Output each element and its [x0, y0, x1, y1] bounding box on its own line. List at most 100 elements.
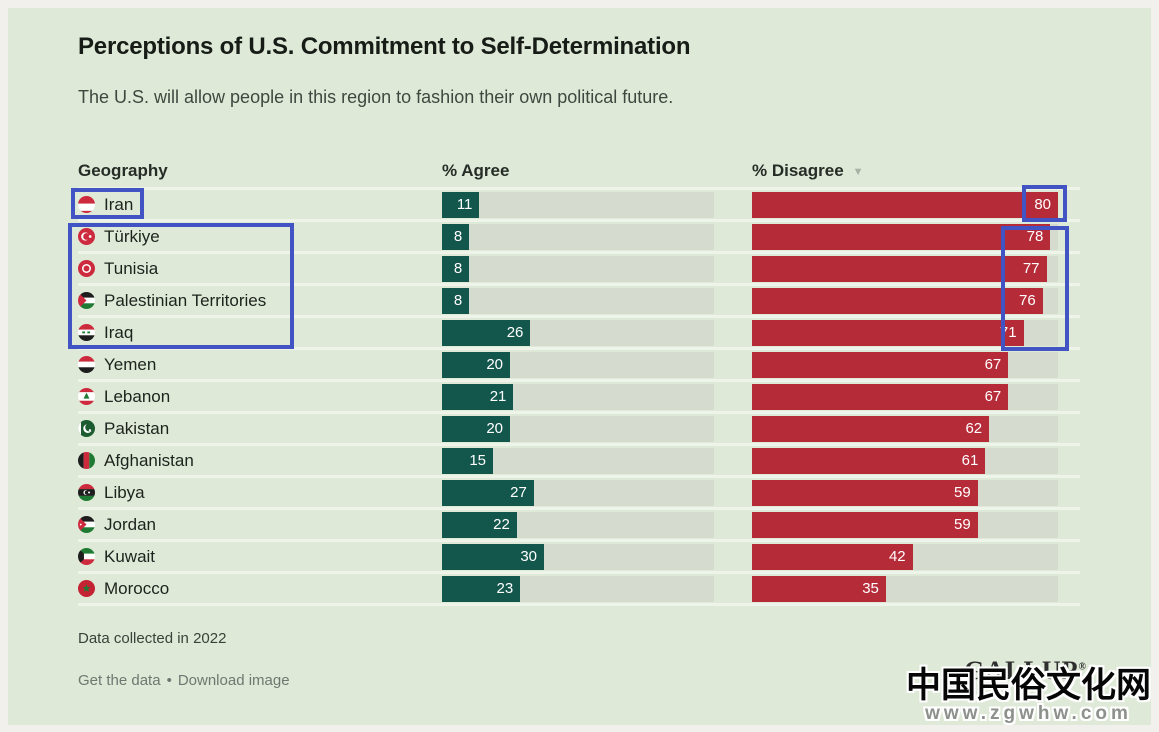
disagree-bar[interactable]: 76: [752, 287, 1043, 314]
disagree-bar[interactable]: 77: [752, 255, 1047, 282]
disagree-value: 76: [1019, 292, 1036, 309]
country-name: Pakistan: [104, 418, 170, 438]
table-row: Lebanon 21 67: [78, 382, 1080, 414]
disagree-bar[interactable]: 78: [752, 223, 1051, 250]
country-cell: Afghanistan: [78, 451, 442, 471]
country-name: Libya: [104, 482, 145, 502]
agree-bar[interactable]: 30: [442, 543, 544, 570]
get-the-data-link[interactable]: Get the data: [78, 672, 161, 689]
disagree-value: 35: [862, 580, 879, 597]
watermark-url-text: www.zgwhw.com: [925, 702, 1132, 724]
agree-bar[interactable]: 8: [442, 223, 470, 250]
agree-bar[interactable]: 22: [442, 511, 517, 538]
agree-bar[interactable]: 11: [442, 191, 480, 218]
table-row: Kuwait 30 42: [78, 542, 1080, 574]
country-cell: Yemen: [78, 355, 442, 375]
agree-value: 23: [496, 580, 514, 597]
country-cell: Lebanon: [78, 387, 442, 407]
agree-bar[interactable]: 27: [442, 479, 534, 506]
disagree-bar[interactable]: 35: [752, 575, 886, 602]
column-header-geography[interactable]: Geography: [78, 160, 168, 180]
agree-value: 15: [469, 452, 486, 469]
disagree-bar[interactable]: 80: [752, 191, 1058, 218]
agree-value: 8: [453, 260, 463, 277]
country-name: Tunisia: [104, 258, 159, 278]
country-name: Türkiye: [104, 226, 160, 246]
disagree-value: 59: [953, 516, 971, 533]
table-body: Iran 11 80 Türkiye 8 78 Tunisia 8 77 Palestinian …: [78, 190, 1080, 606]
agree-bar-track: 8: [442, 223, 714, 250]
disagree-value: 62: [965, 420, 983, 437]
table-row: Yemen 20 67: [78, 350, 1080, 382]
agree-bar-track: 20: [442, 351, 714, 378]
agree-bar-track: 22: [442, 511, 714, 538]
table-row: Palestinian Territories 8 76: [78, 286, 1080, 318]
country-cell: Tunisia: [78, 259, 442, 279]
chart-table: Geography % Agree % Disagree ▼ Iran 11 80 Tü…: [78, 154, 1080, 606]
flag-icon-jordan: [78, 516, 95, 533]
agree-value: 20: [486, 356, 503, 373]
country-cell: Iraq: [78, 323, 442, 343]
disagree-bar[interactable]: 59: [752, 479, 978, 506]
disagree-bar-track: 59: [752, 511, 1058, 538]
country-name: Afghanistan: [104, 450, 194, 470]
disagree-bar[interactable]: 62: [752, 415, 990, 442]
link-separator: •: [166, 672, 172, 689]
agree-bar[interactable]: 21: [442, 383, 514, 410]
country-cell: Palestinian Territories: [78, 291, 442, 311]
chart-card: Perceptions of U.S. Commitment to Self-D…: [8, 8, 1151, 725]
agree-value: 21: [489, 388, 507, 405]
gallup-logo: GALLUP®: [964, 656, 1087, 685]
flag-icon-iran: [78, 196, 95, 213]
disagree-value: 59: [953, 484, 971, 501]
disagree-bar-track: 76: [752, 287, 1058, 314]
flag-icon-yemen: [78, 356, 95, 373]
table-row: Tunisia 8 77: [78, 254, 1080, 286]
agree-value: 26: [506, 324, 524, 341]
agree-value: 30: [520, 548, 537, 565]
table-row: Iran 11 80: [78, 190, 1080, 222]
agree-value: 11: [456, 196, 473, 213]
table-row: Afghanistan 15 61: [78, 446, 1080, 478]
agree-bar[interactable]: 26: [442, 319, 531, 346]
disagree-bar[interactable]: 67: [752, 351, 1009, 378]
column-header-disagree[interactable]: % Disagree ▼: [752, 160, 864, 180]
disagree-bar-track: 35: [752, 575, 1058, 602]
agree-bar[interactable]: 20: [442, 351, 510, 378]
agree-bar-track: 27: [442, 479, 714, 506]
disagree-bar-track: 80: [752, 191, 1058, 218]
chart-subtitle: The U.S. will allow people in this regio…: [78, 87, 674, 107]
country-cell: Libya: [78, 483, 442, 503]
agree-bar[interactable]: 8: [442, 255, 470, 282]
agree-bar-track: 8: [442, 255, 714, 282]
disagree-bar[interactable]: 59: [752, 511, 978, 538]
disagree-bar[interactable]: 67: [752, 383, 1009, 410]
agree-bar[interactable]: 15: [442, 447, 493, 474]
agree-value: 20: [486, 420, 503, 437]
disagree-bar[interactable]: 71: [752, 319, 1024, 346]
agree-value: 8: [453, 292, 463, 309]
column-header-agree[interactable]: % Agree: [442, 160, 510, 180]
country-name: Palestinian Territories: [104, 290, 267, 310]
disagree-value: 67: [984, 356, 1002, 373]
agree-bar[interactable]: 20: [442, 415, 510, 442]
flag-icon-lebanon: [78, 388, 95, 405]
agree-bar-track: 30: [442, 543, 714, 570]
disagree-bar[interactable]: 61: [752, 447, 986, 474]
agree-value: 8: [453, 228, 463, 245]
agree-bar[interactable]: 23: [442, 575, 521, 602]
country-name: Lebanon: [104, 386, 171, 406]
country-cell: Morocco: [78, 579, 442, 599]
table-row: Pakistan 20 62: [78, 414, 1080, 446]
flag-icon-morocco: [78, 580, 95, 597]
country-cell: Pakistan: [78, 419, 442, 439]
agree-bar[interactable]: 8: [442, 287, 470, 314]
flag-icon-libya: [78, 484, 95, 501]
disagree-bar-track: 67: [752, 383, 1058, 410]
disagree-bar[interactable]: 42: [752, 543, 913, 570]
country-cell: Jordan: [78, 515, 442, 535]
disagree-bar-track: 62: [752, 415, 1058, 442]
download-image-link[interactable]: Download image: [177, 672, 290, 689]
country-cell: Türkiye: [78, 227, 442, 247]
